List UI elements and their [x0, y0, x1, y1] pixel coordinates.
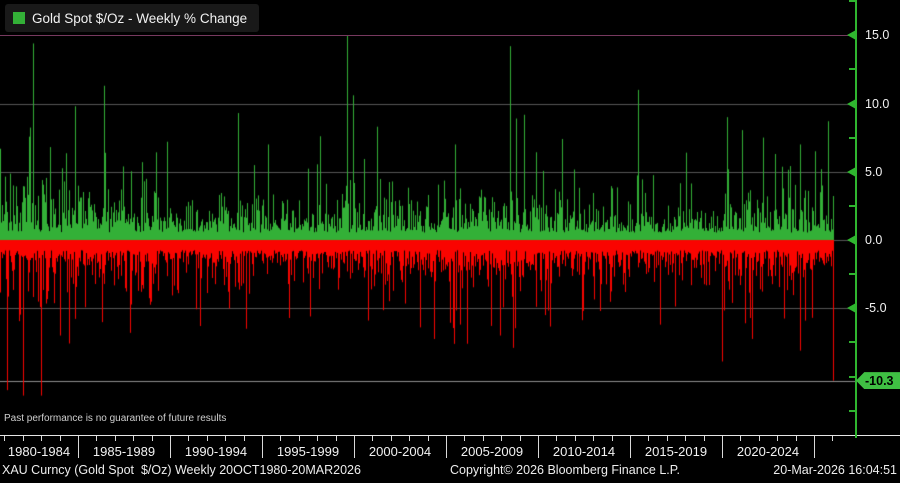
x-axis-year-tick	[575, 436, 576, 441]
x-axis-category-label: 2015-2019	[644, 444, 708, 459]
plot-top-border	[0, 35, 856, 36]
x-axis-year-tick	[612, 436, 613, 441]
x-axis-category-label: 2010-2014	[552, 444, 616, 459]
x-axis-category-separator	[722, 436, 723, 458]
x-axis-year-tick	[152, 436, 153, 441]
x-axis-category-separator	[538, 436, 539, 458]
footer-timestamp: 20-Mar-2026 16:04:51	[773, 463, 897, 477]
x-axis-year-tick	[41, 436, 42, 441]
x-axis-category-label: 2020-2024	[736, 444, 800, 459]
x-axis-year-tick	[428, 436, 429, 441]
y-axis-label: 15.0	[865, 28, 890, 43]
legend-label: Gold Spot $/Oz - Weekly % Change	[32, 10, 248, 26]
y-axis-label: 0.0	[865, 233, 883, 247]
x-axis-year-tick	[409, 436, 410, 441]
y-axis-minor-tick	[849, 409, 855, 412]
x-axis-year-tick	[520, 436, 521, 441]
x-axis-line	[0, 435, 900, 436]
x-axis-year-tick	[60, 436, 61, 441]
x-axis-year-tick	[391, 436, 392, 441]
x-axis-category-label: 1985-1989	[92, 444, 156, 459]
x-axis-category-label: 1990-1994	[184, 444, 248, 459]
x-axis-year-tick	[133, 436, 134, 441]
x-axis-category-separator	[78, 436, 79, 458]
y-axis-major-tick	[847, 166, 856, 177]
y-axis-label: -5.0	[865, 301, 887, 316]
footer-security-info: XAU Curncy (Gold Spot $/Oz) Weekly 20OCT…	[2, 463, 361, 477]
x-axis-year-tick	[483, 436, 484, 441]
x-axis-year-tick	[704, 436, 705, 441]
y-axis-major-tick	[847, 98, 856, 109]
x-axis-year-tick	[244, 436, 245, 441]
disclaimer-text: Past performance is no guarantee of futu…	[4, 413, 227, 424]
x-axis-year-tick	[188, 436, 189, 441]
x-axis-year-tick	[667, 436, 668, 441]
x-axis-year-tick	[372, 436, 373, 441]
x-axis-year-tick	[225, 436, 226, 441]
x-axis-category-separator	[170, 436, 171, 458]
y-axis-minor-tick	[849, 204, 855, 207]
footer-copyright: Copyright© 2026 Bloomberg Finance L.P.	[450, 463, 680, 477]
x-axis-category-separator	[630, 436, 631, 458]
y-axis-major-tick	[847, 30, 856, 41]
last-value-badge: -10.3	[856, 372, 900, 390]
x-axis-year-tick	[556, 436, 557, 441]
x-axis-year-tick	[4, 436, 5, 441]
x-axis-year-tick	[832, 436, 833, 441]
x-axis-year-tick	[501, 436, 502, 441]
x-axis-year-tick	[685, 436, 686, 441]
x-axis-category-label: 1995-1999	[276, 444, 340, 459]
y-axis-minor-tick	[849, 68, 855, 71]
x-axis-year-tick	[464, 436, 465, 441]
x-axis-year-tick	[23, 436, 24, 441]
x-axis-year-tick	[317, 436, 318, 441]
x-axis-year-tick	[648, 436, 649, 441]
x-axis-year-tick	[96, 436, 97, 441]
x-axis-category-separator	[354, 436, 355, 458]
x-axis-year-tick	[759, 436, 760, 441]
y-axis-minor-tick	[849, 0, 855, 3]
x-axis-category-separator	[446, 436, 447, 458]
x-axis-year-tick	[280, 436, 281, 441]
y-axis-major-tick	[847, 235, 856, 245]
y-axis-major-tick	[847, 303, 856, 314]
x-axis-year-tick	[796, 436, 797, 441]
y-axis-minor-tick	[849, 341, 855, 344]
y-axis-line	[855, 0, 857, 438]
legend-swatch-icon	[13, 12, 25, 24]
y-axis-minor-tick	[849, 136, 855, 139]
x-axis-year-tick	[593, 436, 594, 441]
chart-legend[interactable]: Gold Spot $/Oz - Weekly % Change	[5, 4, 260, 32]
x-axis-category-label: 1980-1984	[7, 444, 71, 459]
x-axis-year-tick	[777, 436, 778, 441]
x-axis-category-label: 2005-2009	[460, 444, 524, 459]
y-axis-label: 5.0	[865, 164, 883, 179]
x-axis-category-separator	[814, 436, 815, 458]
footer: XAU Curncy (Gold Spot $/Oz) Weekly 20OCT…	[0, 463, 900, 483]
x-axis-year-tick	[115, 436, 116, 441]
x-axis-year-tick	[336, 436, 337, 441]
x-axis-year-tick	[740, 436, 741, 441]
x-axis-year-tick	[207, 436, 208, 441]
x-axis-category-separator	[262, 436, 263, 458]
last-value-label: -10.3	[865, 373, 894, 388]
x-axis-year-tick	[299, 436, 300, 441]
y-axis-label: 10.0	[865, 96, 890, 111]
y-axis-minor-tick	[849, 273, 855, 276]
weekly-change-bars-canvas[interactable]	[0, 35, 856, 435]
y-axis-minor-tick	[849, 375, 855, 378]
x-axis-category-label: 2000-2004	[368, 444, 432, 459]
